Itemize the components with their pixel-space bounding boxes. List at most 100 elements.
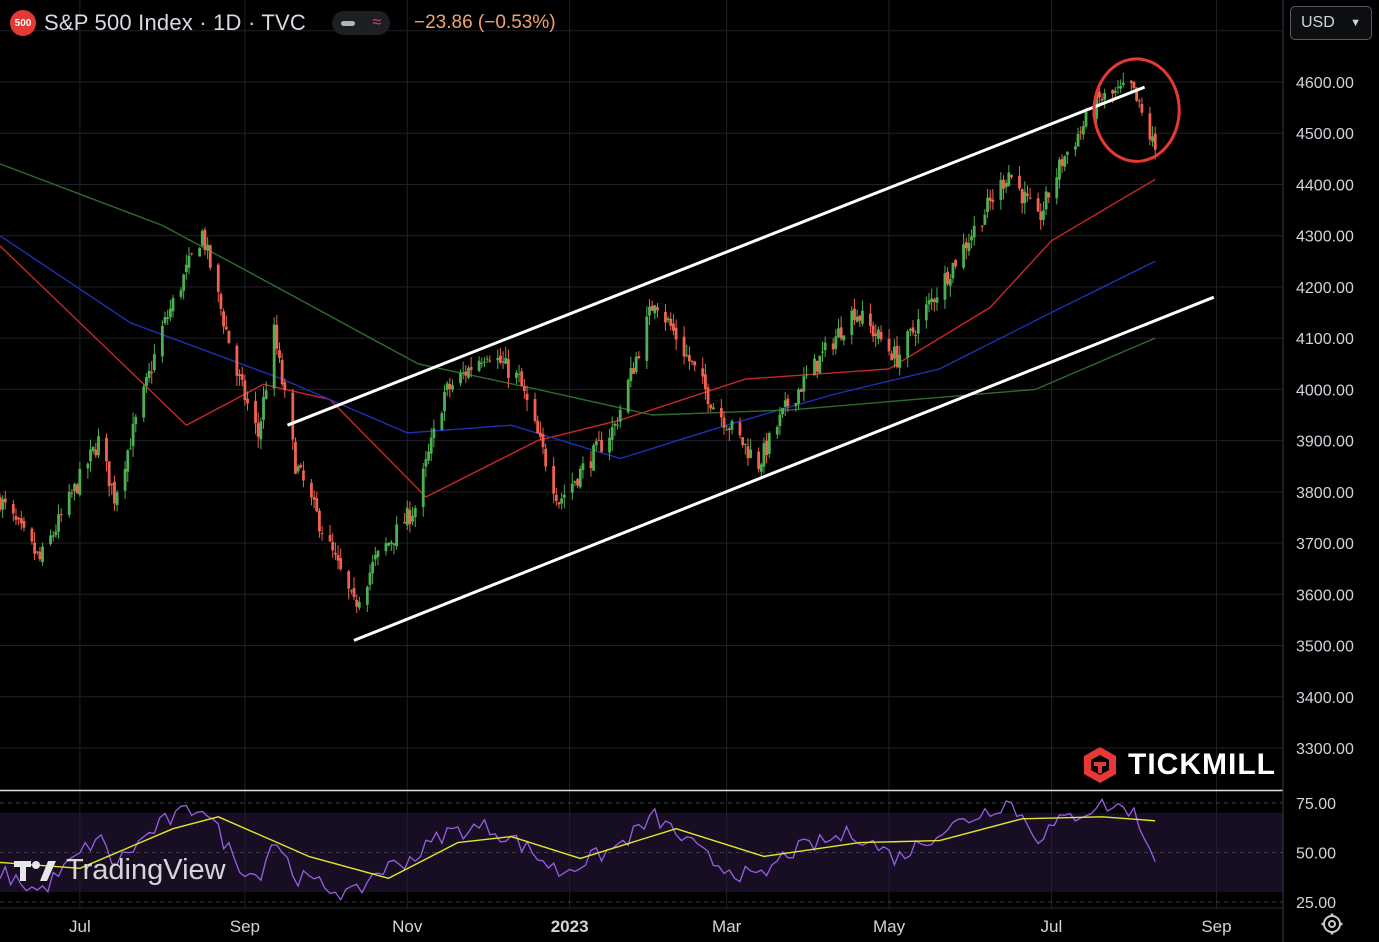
moving-average-line [0, 235, 1156, 460]
candle-body [536, 420, 540, 434]
candle-body [914, 335, 918, 337]
candle-body [387, 542, 391, 546]
candle-body [749, 449, 753, 458]
candle-body [1081, 126, 1085, 135]
candle-body [1097, 91, 1101, 98]
status-pill[interactable]: ≈ [332, 11, 391, 35]
candle-body [743, 443, 747, 445]
candle-body [145, 377, 148, 387]
candle-body [799, 389, 803, 392]
candle-body [682, 336, 686, 357]
settings-gear-icon[interactable] [1320, 912, 1344, 936]
candle-body [706, 387, 710, 405]
candle-body [496, 357, 500, 361]
highlight-circle [1092, 57, 1181, 163]
candle-body [461, 372, 465, 374]
time-axis-tick-label: Sep [230, 917, 260, 936]
candle-body [972, 225, 976, 238]
candle-body [980, 225, 984, 227]
currency-select[interactable]: USD ▼ [1290, 6, 1372, 40]
candle-body [70, 492, 74, 494]
price-axis-tick-label: 3400.00 [1296, 690, 1354, 707]
candle-body [932, 299, 936, 302]
symbol-badge[interactable]: 500 [10, 10, 36, 36]
candle-body [107, 461, 111, 487]
candle-body [1135, 87, 1138, 101]
candle-body [1111, 90, 1115, 94]
candle-body [632, 368, 635, 374]
price-axis-tick-label: 4100.00 [1296, 331, 1354, 348]
candle-body [834, 336, 838, 349]
candle-body [171, 298, 175, 312]
candle-body [1076, 134, 1080, 147]
currency-label: USD [1301, 14, 1335, 31]
candle-body [786, 398, 790, 407]
wave-icon: ≈ [372, 14, 382, 31]
candle-body [206, 244, 210, 251]
price-axis-tick-label: 3600.00 [1296, 587, 1354, 604]
candle-body [187, 255, 191, 268]
candle-body [613, 423, 617, 426]
candle-body [618, 409, 622, 422]
candle-body [467, 367, 470, 378]
candle-body [552, 466, 556, 494]
candle-body [67, 491, 71, 515]
candle-body [480, 362, 484, 364]
candle-body [514, 372, 518, 378]
candles-group [0, 72, 1157, 613]
candle-body [1020, 189, 1024, 204]
candle-body [1007, 172, 1011, 186]
candle-body [805, 374, 808, 376]
candle-body [664, 311, 667, 323]
candle-body [318, 510, 321, 532]
candle-body [424, 459, 428, 467]
candle-body [166, 317, 170, 320]
tradingview-icon [14, 860, 56, 881]
candle-body [608, 437, 611, 453]
candle-body [278, 350, 281, 359]
symbol-title[interactable]: S&P 500 Index · 1D · TVC [44, 10, 307, 35]
time-axis-tick-label: Nov [392, 917, 423, 936]
candle-body [203, 229, 207, 251]
chevron-down-icon: ▼ [1350, 17, 1361, 29]
tickmill-icon [1084, 747, 1116, 783]
candle-body [200, 230, 204, 246]
candle-body [1065, 152, 1069, 155]
candle-body [600, 439, 603, 452]
candle-body [962, 244, 965, 268]
candle-body [653, 305, 657, 314]
candle-body [757, 451, 761, 469]
candle-body [703, 374, 707, 390]
chart-header: 500 S&P 500 Index · 1D · TVC ≈ −23.86 (−… [10, 8, 556, 38]
candle-body [594, 441, 598, 446]
candle-body [839, 327, 843, 339]
price-axis-tick-label: 3700.00 [1296, 536, 1354, 553]
minus-icon [340, 20, 355, 26]
candle-body [797, 389, 800, 404]
candle-body [711, 407, 715, 410]
candle-body [610, 427, 614, 440]
candle-body [259, 421, 263, 440]
candle-body [533, 398, 537, 421]
candle-body [315, 498, 319, 512]
candle-body [160, 325, 164, 357]
candle-body [906, 331, 910, 358]
price-axis-tick-label: 4000.00 [1296, 382, 1354, 399]
candle-body [464, 371, 468, 376]
candle-body [597, 439, 601, 441]
candle-body [554, 494, 558, 501]
candle-body [30, 528, 34, 542]
candle-body [488, 360, 492, 362]
tickmill-wordmark: TICKMILL [1128, 748, 1276, 781]
candle-body [719, 407, 723, 418]
candle-body [1148, 113, 1152, 140]
candle-body [283, 382, 287, 391]
candle-body [190, 253, 194, 255]
candle-body [964, 242, 968, 249]
price-axis-tick-label: 4300.00 [1296, 229, 1354, 246]
candle-body [14, 516, 18, 520]
candle-body [818, 355, 822, 374]
candle-body [302, 470, 305, 481]
